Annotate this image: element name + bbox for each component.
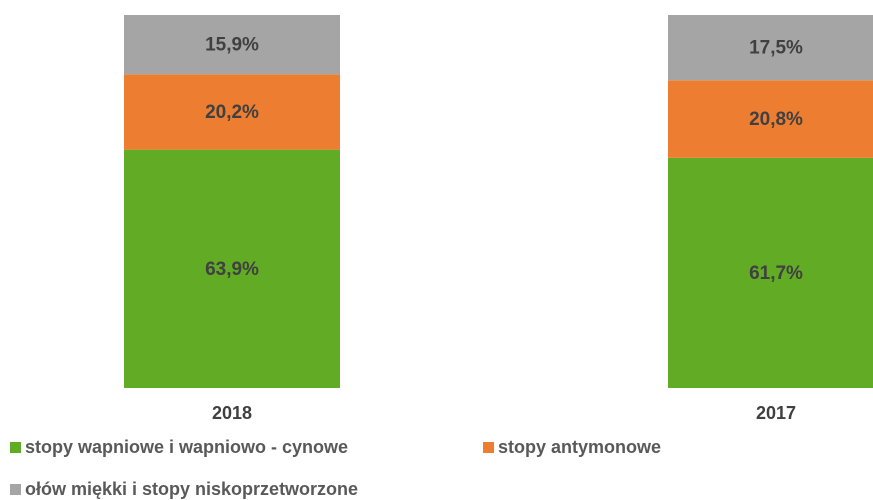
legend-label: ołów miękki i stopy niskoprzetworzone: [25, 479, 358, 499]
legend-swatch: [10, 442, 21, 453]
value-label: 61,7%: [749, 263, 803, 284]
bar-segment: [124, 149, 340, 388]
value-label: 63,9%: [205, 259, 259, 280]
bar-segment: [668, 80, 873, 158]
value-label: 15,9%: [205, 35, 259, 56]
legend-swatch: [483, 442, 494, 453]
legend-label: stopy antymonowe: [498, 437, 661, 457]
bar-segment: [668, 157, 873, 388]
bar-segment: [668, 15, 873, 81]
legend-label: stopy wapniowe i wapniowo - cynowe: [25, 437, 348, 457]
x-tick-label: 2017: [756, 403, 796, 423]
bar-segment: [124, 74, 340, 150]
x-tick-label: 2018: [212, 403, 252, 423]
legend-swatch: [10, 484, 21, 495]
value-label: 20,8%: [749, 109, 803, 130]
value-label: 17,5%: [749, 38, 803, 59]
bar-segment: [124, 15, 340, 75]
value-label: 20,2%: [205, 102, 259, 123]
